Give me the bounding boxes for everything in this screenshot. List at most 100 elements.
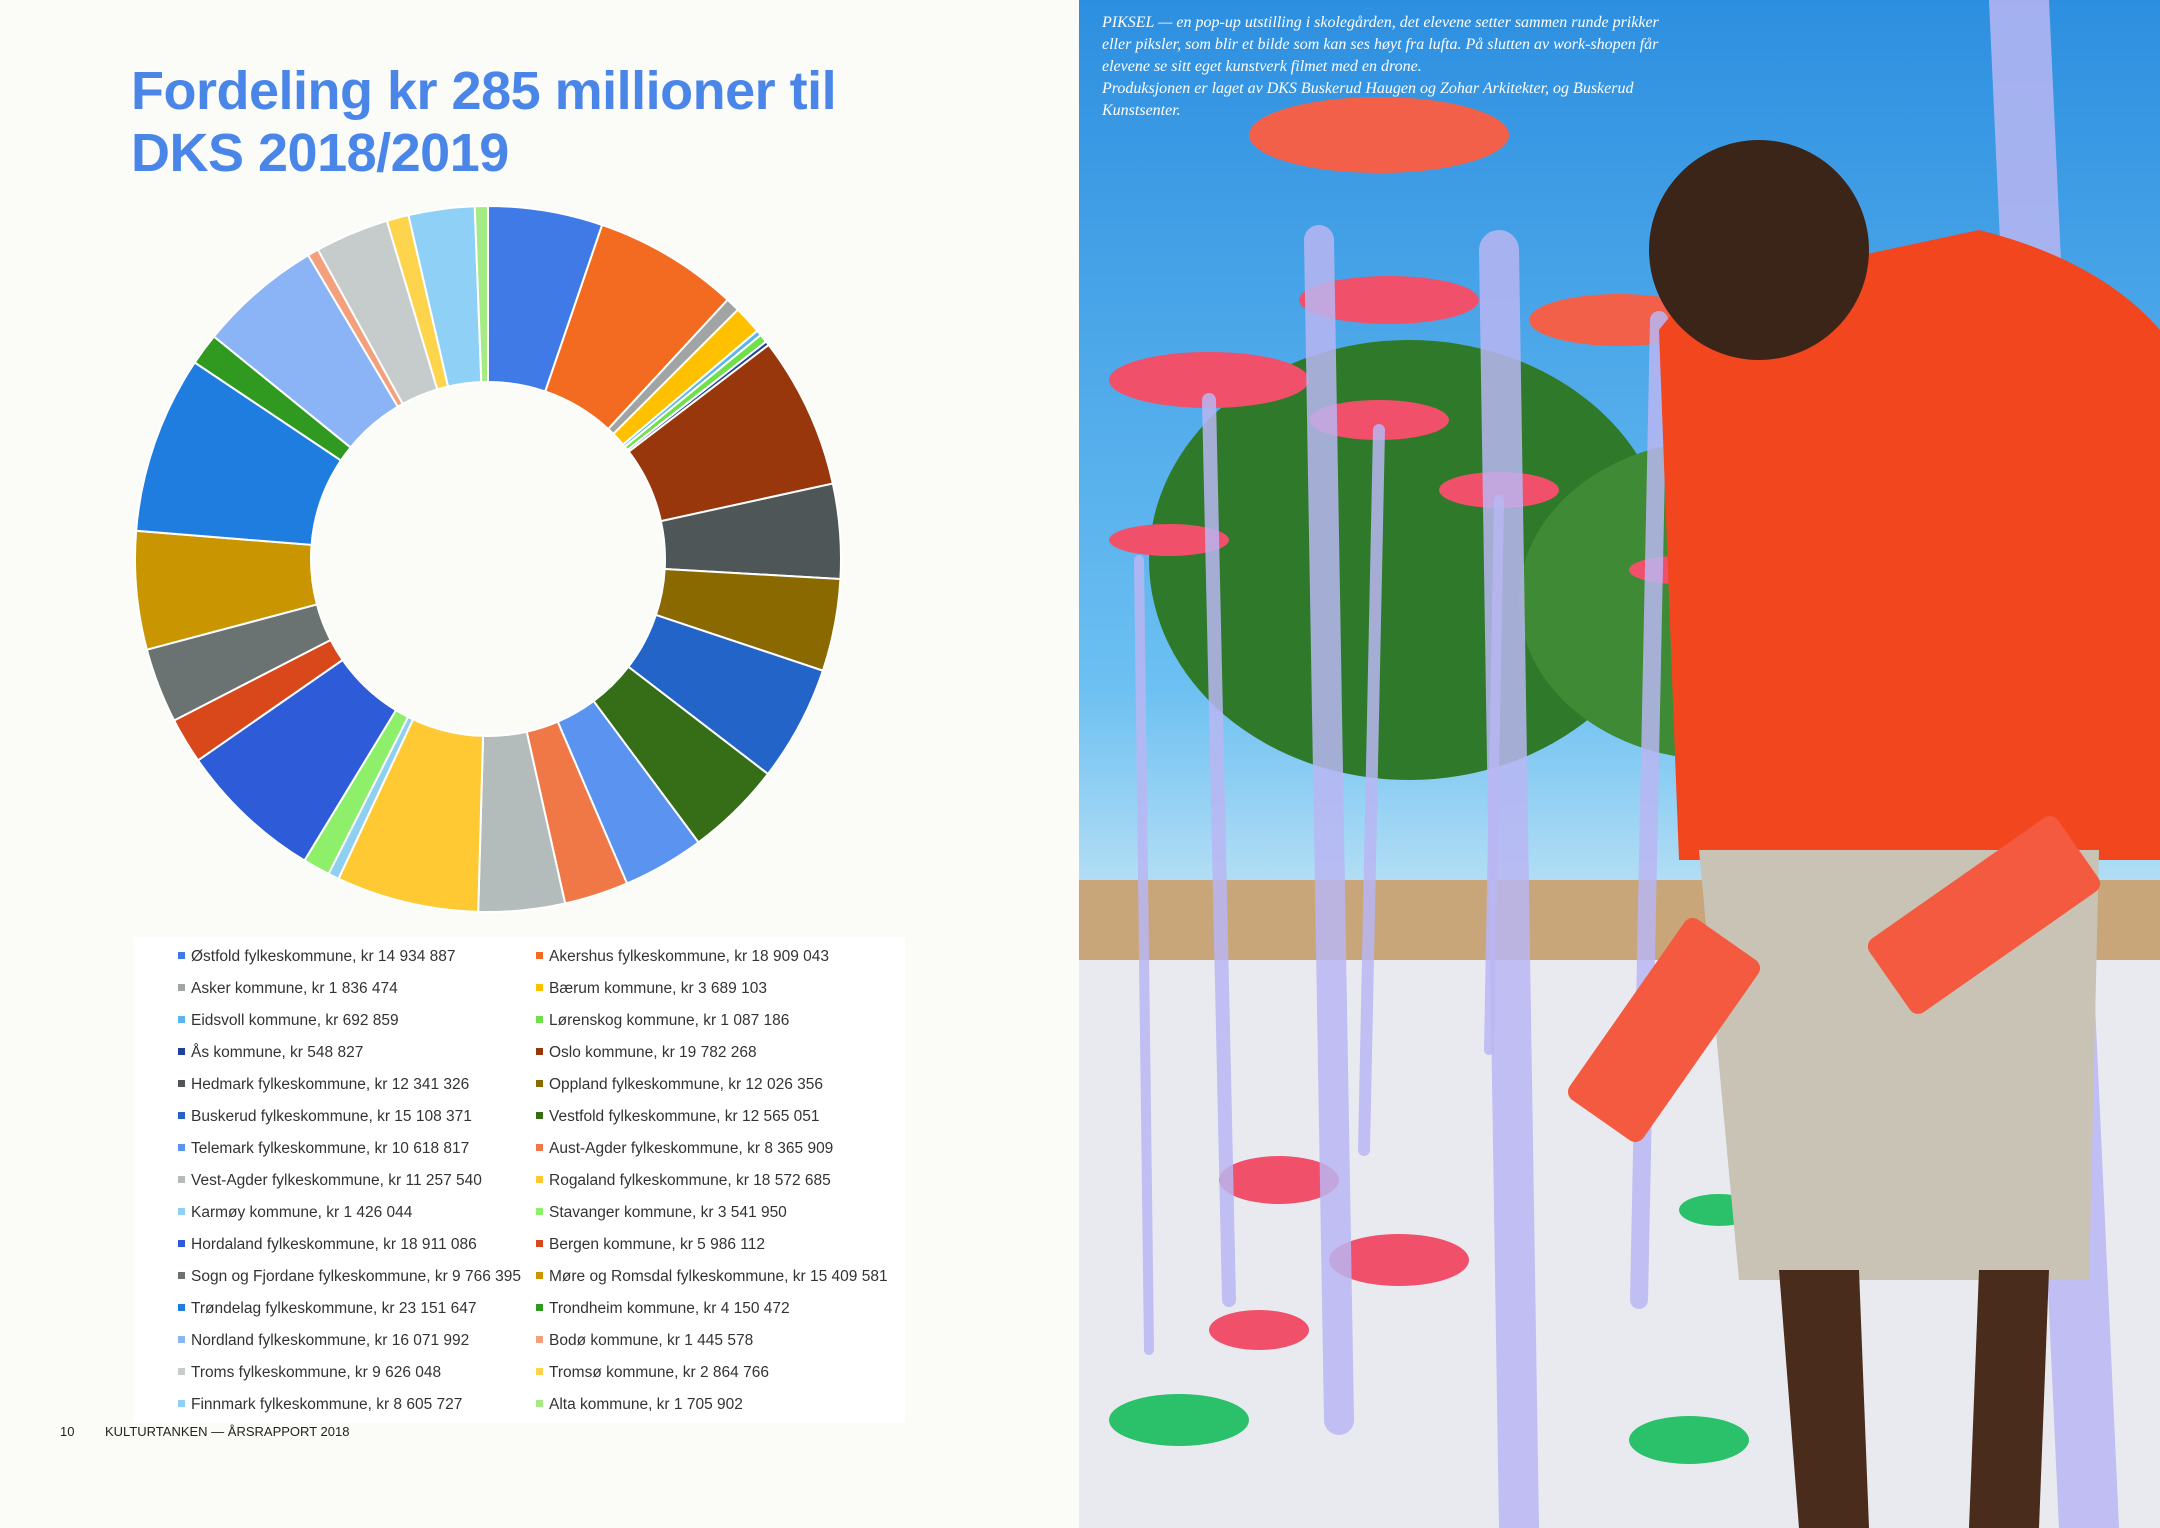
legend-label: Buskerud fylkeskommune, kr 15 108 371 [191,1108,472,1125]
legend-entry: Alta kommune, kr 1 705 902 [536,1395,743,1415]
legend-label: Østfold fylkeskommune, kr 14 934 887 [191,948,456,965]
legend-entry: Møre og Romsdal fylkeskommune, kr 15 409… [536,1267,888,1287]
legend-label: Bergen kommune, kr 5 986 112 [549,1236,765,1253]
legend-entry: Nordland fylkeskommune, kr 16 071 992 [178,1331,469,1351]
legend-label: Aust-Agder fylkeskommune, kr 8 365 909 [549,1140,834,1157]
legend-entry: Bergen kommune, kr 5 986 112 [536,1235,765,1255]
legend-entry: Telemark fylkeskommune, kr 10 618 817 [178,1139,469,1159]
caption-paragraph: PIKSEL — en pop-up utstilling i skolegår… [1102,14,1659,75]
legend-marker [536,1176,543,1183]
legend-label: Alta kommune, kr 1 705 902 [549,1396,743,1413]
disc [1249,97,1509,173]
legend-entry: Sogn og Fjordane fylkeskommune, kr 9 766… [178,1267,521,1287]
legend-marker [178,952,185,959]
legend-entry: Ås kommune, kr 548 827 [178,1043,363,1063]
legend-marker [178,1400,185,1407]
disc [1109,524,1229,556]
donut-slice [473,204,489,384]
legend-label: Rogaland fylkeskommune, kr 18 572 685 [549,1172,831,1189]
legend-label: Trøndelag fylkeskommune, kr 23 151 647 [191,1300,477,1317]
legend-marker [536,1048,543,1055]
disc [1219,1156,1339,1204]
tube [1202,393,1236,1307]
legend-marker [536,1144,543,1151]
head [1649,140,1869,360]
legend-label: Finnmark fylkeskommune, kr 8 605 727 [191,1396,463,1413]
legend-entry: Bodø kommune, kr 1 445 578 [536,1331,753,1351]
legend-label: Troms fylkeskommune, kr 9 626 048 [191,1364,442,1381]
legend-label: Ås kommune, kr 548 827 [191,1044,364,1061]
legend-marker [536,1336,543,1343]
legend-label: Vestfold fylkeskommune, kr 12 565 051 [549,1108,820,1125]
tube [1479,230,1539,1528]
legend-marker [536,1272,543,1279]
legend-marker [178,1048,185,1055]
photo-caption: PIKSEL — en pop-up utstilling i skolegår… [1102,12,1662,122]
legend-entry: Oslo kommune, kr 19 782 268 [536,1043,757,1063]
legend-marker [178,1208,185,1215]
legend-label: Lørenskog kommune, kr 1 087 186 [549,1012,790,1029]
disc [1109,352,1309,408]
caption-paragraph: Produksjonen er laget av DKS Buskerud Ha… [1102,80,1634,119]
chart-title: Fordeling kr 285 millioner til DKS 2018/… [131,61,837,183]
legend-label: Telemark fylkeskommune, kr 10 618 817 [191,1140,470,1157]
legend-marker [536,1016,543,1023]
legend-label: Asker kommune, kr 1 836 474 [191,980,398,997]
legend-marker [536,1080,543,1087]
legend-label: Vest-Agder fylkeskommune, kr 11 257 540 [191,1172,482,1189]
legend-entry: Aust-Agder fylkeskommune, kr 8 365 909 [536,1139,833,1159]
legend-entry: Karmøy kommune, kr 1 426 044 [178,1203,412,1223]
held-disc [1867,816,2101,1014]
leg [1779,1270,1869,1528]
legend-marker [536,1208,543,1215]
legend-marker [178,1336,185,1343]
legend-label: Eidsvoll kommune, kr 692 859 [191,1012,399,1029]
legend-marker [536,1304,543,1311]
legend-label: Karmøy kommune, kr 1 426 044 [191,1204,413,1221]
legend-entry: Rogaland fylkeskommune, kr 18 572 685 [536,1171,831,1191]
legend-marker [536,1368,543,1375]
page-number: 10 [60,1424,75,1439]
disc [1629,1416,1749,1464]
disc [1309,400,1449,440]
legend-label: Sogn og Fjordane fylkeskommune, kr 9 766… [191,1268,521,1285]
disc [1109,1394,1249,1446]
legend-entry: Hordaland fylkeskommune, kr 18 911 086 [178,1235,477,1255]
legend-entry: Østfold fylkeskommune, kr 14 934 887 [178,947,456,967]
legend-entry: Trøndelag fylkeskommune, kr 23 151 647 [178,1299,476,1319]
tube [1358,424,1385,1156]
legend-label: Hedmark fylkeskommune, kr 12 341 326 [191,1076,470,1093]
legend-marker [178,1016,185,1023]
photo [1079,0,2160,1528]
legend-entry: Stavanger kommune, kr 3 541 950 [536,1203,787,1223]
legend-marker [178,984,185,991]
legend-label: Oslo kommune, kr 19 782 268 [549,1044,757,1061]
legend-marker [178,1304,185,1311]
legend-entry: Vestfold fylkeskommune, kr 12 565 051 [536,1107,820,1127]
leg [1969,1270,2049,1528]
legend-label: Bodø kommune, kr 1 445 578 [549,1332,754,1349]
legend-label: Stavanger kommune, kr 3 541 950 [549,1204,787,1221]
legend-label: Bærum kommune, kr 3 689 103 [549,980,767,997]
legend-entry: Bærum kommune, kr 3 689 103 [536,979,767,999]
disc [1209,1310,1309,1350]
legend-marker [536,1112,543,1119]
legend-entry: Troms fylkeskommune, kr 9 626 048 [178,1363,441,1383]
legend-entry: Finnmark fylkeskommune, kr 8 605 727 [178,1395,462,1415]
disc [1329,1234,1469,1286]
legend-marker [536,952,543,959]
legend-label: Møre og Romsdal fylkeskommune, kr 15 409… [549,1268,888,1285]
publication-name: KULTURTANKEN — ÅRSRAPPORT 2018 [105,1424,350,1439]
legend-label: Oppland fylkeskommune, kr 12 026 356 [549,1076,823,1093]
legend-marker [178,1240,185,1247]
legend-marker [178,1272,185,1279]
discs [1109,276,1729,1350]
legend-marker [536,984,543,991]
legend-marker [536,1240,543,1247]
legend-entry: Buskerud fylkeskommune, kr 15 108 371 [178,1107,472,1127]
legend-marker [178,1112,185,1119]
shirt [1659,230,2160,860]
legend-entry: Tromsø kommune, kr 2 864 766 [536,1363,769,1383]
legend: Østfold fylkeskommune, kr 14 934 887 Aker… [134,937,905,1423]
